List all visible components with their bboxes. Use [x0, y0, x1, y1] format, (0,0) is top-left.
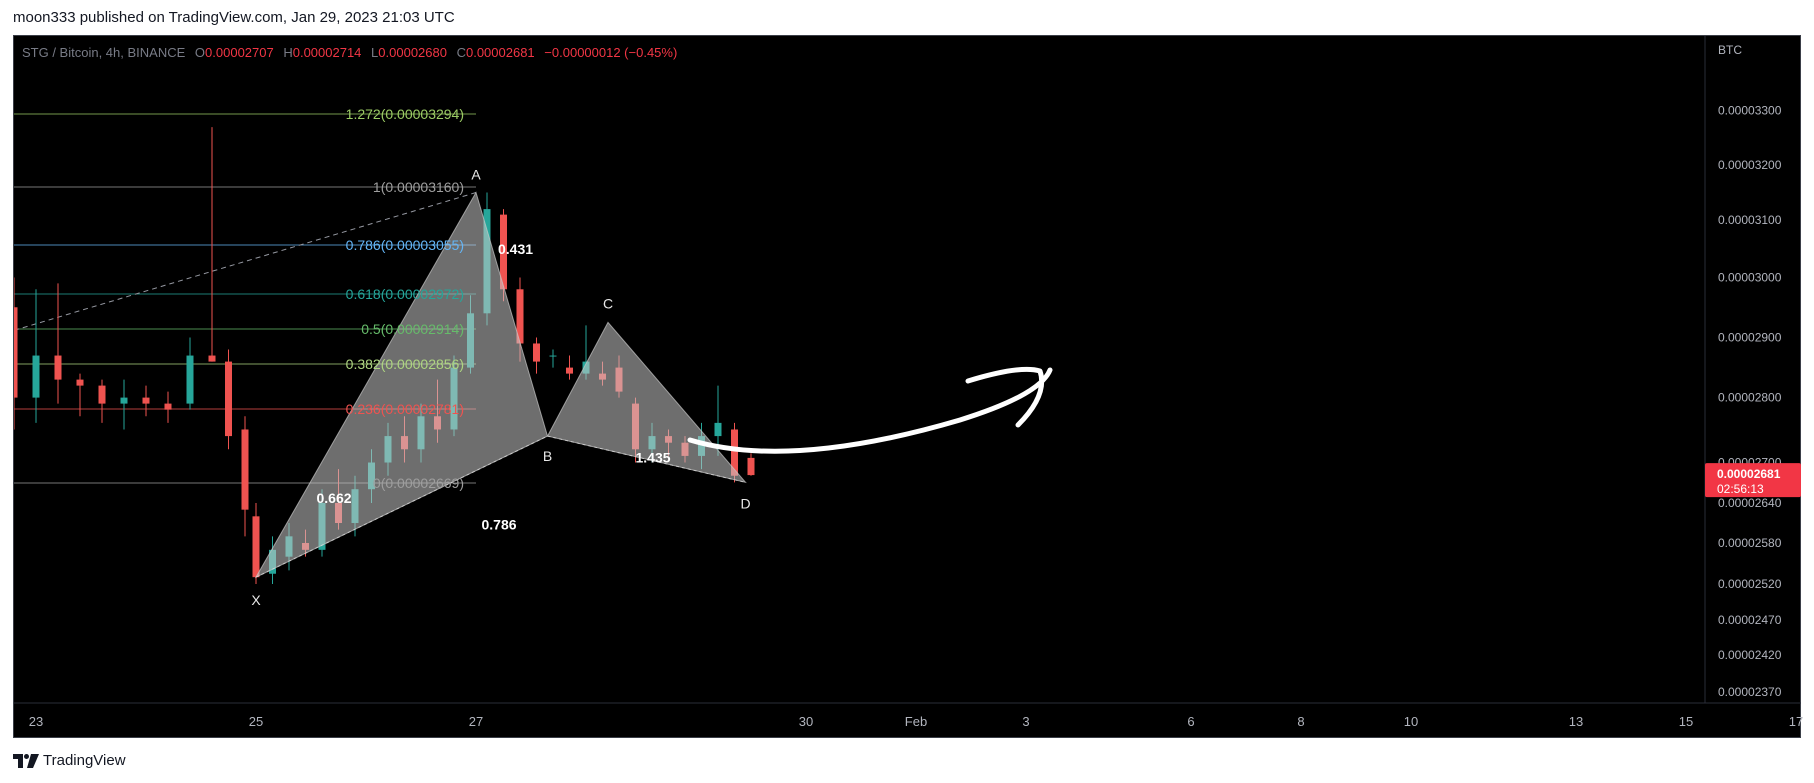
time-tick-label: Feb: [905, 714, 927, 729]
candle-body: [14, 307, 18, 398]
time-tick-label: 17: [1789, 714, 1803, 729]
fib-level-label: 0.786(0.00003055): [346, 237, 464, 253]
tradingview-logo-icon[interactable]: [13, 753, 39, 768]
footer-brand[interactable]: TradingView: [43, 752, 126, 769]
candle-body: [164, 403, 172, 410]
high-label: H: [283, 45, 293, 60]
candle-body: [76, 379, 84, 386]
candle-body: [747, 457, 755, 476]
pattern-point-X: X: [251, 592, 261, 608]
candle-body: [252, 516, 260, 578]
countdown-label: 02:56:13: [1717, 482, 1764, 496]
candle-body: [54, 355, 62, 380]
pattern-ratio-label: 1.435: [636, 450, 671, 466]
open-value: 0.00002707: [205, 45, 274, 60]
candle-body: [32, 355, 40, 398]
high-value: 0.00002714: [292, 45, 362, 60]
time-tick-label: 6: [1187, 714, 1194, 729]
candle-body: [241, 429, 249, 510]
price-tick-label: 0.00002800: [1718, 391, 1782, 405]
low-label: L: [371, 45, 379, 60]
candle-body: [98, 385, 106, 404]
time-tick-label: 15: [1679, 714, 1693, 729]
close-label: C: [456, 45, 466, 60]
fib-level-label: 0.236(0.00002781): [346, 401, 464, 417]
candle-body: [142, 397, 150, 404]
price-tick-label: 0.00002370: [1718, 685, 1782, 699]
price-tick-label: 0.00002470: [1718, 613, 1782, 627]
low-value: 0.00002680: [378, 45, 447, 60]
pattern-point-D: D: [740, 495, 750, 511]
fib-level-label: 1(0.00003160): [373, 179, 464, 195]
candle-body: [500, 214, 507, 290]
close-value: 0.00002681: [465, 45, 535, 60]
time-tick-label: 23: [29, 714, 43, 729]
pattern-point-A: A: [471, 167, 481, 183]
price-tick-label: 0.00002640: [1718, 496, 1782, 510]
price-tick-label: 0.00002420: [1718, 648, 1782, 662]
pattern-ratio-label: 0.662: [317, 490, 352, 506]
pattern-bd-line: [547, 435, 746, 483]
symbol-label[interactable]: STG / Bitcoin, 4h, BINANCE: [22, 45, 186, 60]
pattern-point-C: C: [603, 295, 613, 311]
pattern-ratio-label: 0.431: [498, 241, 533, 257]
hand-drawn-arrow: [687, 366, 1053, 454]
footer: TradingView: [13, 752, 126, 769]
candle-body: [516, 289, 524, 344]
candle-body: [533, 343, 540, 362]
last-price-tag: [1705, 463, 1801, 498]
candle-body: [566, 367, 573, 374]
candle-body: [714, 422, 722, 437]
fib-level-label: 0.5(0.00002914): [361, 321, 464, 337]
fib-level-label: 0(0.00002669): [373, 475, 464, 491]
currency-label: BTC: [1718, 43, 1742, 57]
candle-body: [731, 429, 738, 476]
time-tick-label: 13: [1569, 714, 1583, 729]
publisher-caption: moon333 published on TradingView.com, Ja…: [13, 9, 455, 26]
time-tick-label: 8: [1297, 714, 1304, 729]
fib-level-label: 0.382(0.00002856): [346, 356, 464, 372]
fib-level-label: 1.272(0.00003294): [346, 106, 464, 122]
price-tick-label: 0.00003200: [1718, 158, 1782, 172]
last-price-label: 0.00002681: [1717, 467, 1781, 481]
price-tick-label: 0.00002520: [1718, 577, 1782, 591]
time-tick-label: 10: [1404, 714, 1418, 729]
candle-body: [549, 355, 557, 357]
price-tick-label: 0.00003000: [1718, 270, 1782, 284]
time-tick-label: 30: [799, 714, 813, 729]
fib-level-label: 0.618(0.00002972): [346, 286, 464, 302]
candle-body: [208, 355, 216, 362]
price-tick-label: 0.00003100: [1718, 213, 1782, 227]
candle-body: [186, 355, 194, 404]
time-tick-label: 27: [469, 714, 483, 729]
pattern-point-B: B: [543, 448, 552, 464]
change-value: −0.00000012 (−0.45%): [544, 45, 678, 60]
plot-area: [14, 113, 1053, 584]
open-label: O: [194, 45, 206, 60]
ohlc-legend: STG / Bitcoin, 4h, BINANCE O0.00002707 H…: [22, 45, 677, 60]
pattern-xab: [254, 191, 549, 579]
price-tick-label: 0.00002580: [1718, 536, 1782, 550]
candle-body: [120, 397, 128, 404]
time-tick-label: 3: [1022, 714, 1029, 729]
price-tick-label: 0.00003300: [1718, 104, 1782, 118]
time-tick-label: 25: [249, 714, 263, 729]
pattern-ratio-label: 0.786: [482, 517, 517, 533]
price-tick-label: 0.00002900: [1718, 330, 1782, 344]
candle-body: [225, 361, 232, 437]
chart-frame[interactable]: [13, 35, 1801, 738]
